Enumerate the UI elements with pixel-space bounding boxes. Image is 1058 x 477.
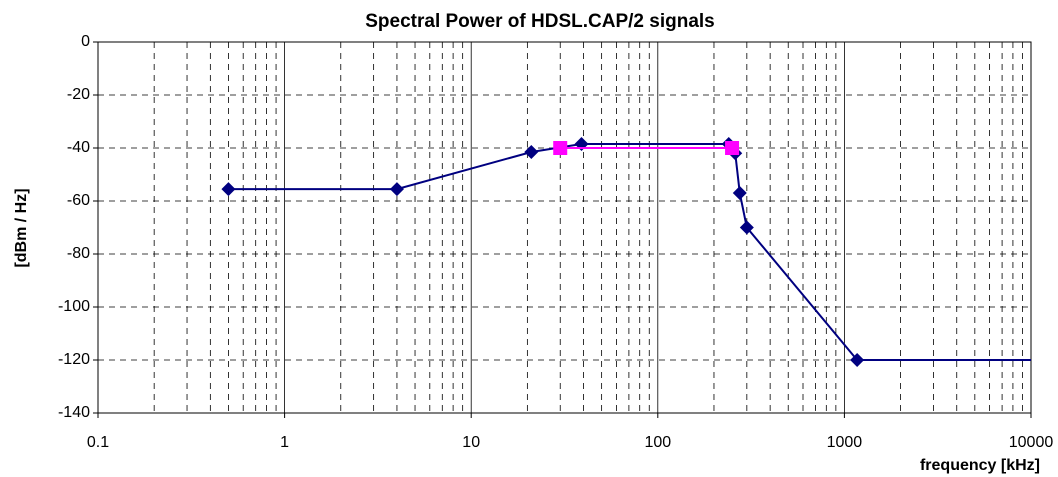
y-axis-label: [dBm / Hz]	[13, 188, 30, 267]
plot-frame	[97, 41, 1032, 414]
y-tick-label: -40	[67, 139, 90, 156]
marker	[524, 144, 539, 159]
x-tick-label: 0.1	[87, 434, 109, 451]
marker	[389, 182, 404, 197]
marker	[553, 141, 568, 155]
y-tick-label: 0	[81, 33, 90, 50]
y-tick-label: -60	[67, 192, 90, 209]
plot-area	[98, 42, 1031, 413]
chart-title: Spectral Power of HDSL.CAP/2 signals	[365, 11, 714, 32]
y-tick-label: -20	[67, 86, 90, 103]
x-tick-label: 10000	[1009, 434, 1054, 451]
x-tick-label: 10	[462, 434, 480, 451]
marker	[850, 353, 865, 367]
y-tick-label: -120	[58, 351, 90, 368]
marker	[732, 186, 747, 201]
x-tick-label: 1000	[827, 434, 863, 451]
x-tick-label: 100	[644, 434, 671, 451]
y-tick-label: -80	[67, 245, 90, 262]
x-tick-label: 1	[280, 434, 289, 451]
y-tick-label: -100	[58, 298, 90, 315]
x-axis-label: frequency [kHz]	[920, 457, 1040, 474]
y-tick-label: -140	[58, 404, 90, 421]
marker	[725, 141, 740, 155]
marker	[739, 220, 754, 235]
marker	[221, 182, 236, 197]
